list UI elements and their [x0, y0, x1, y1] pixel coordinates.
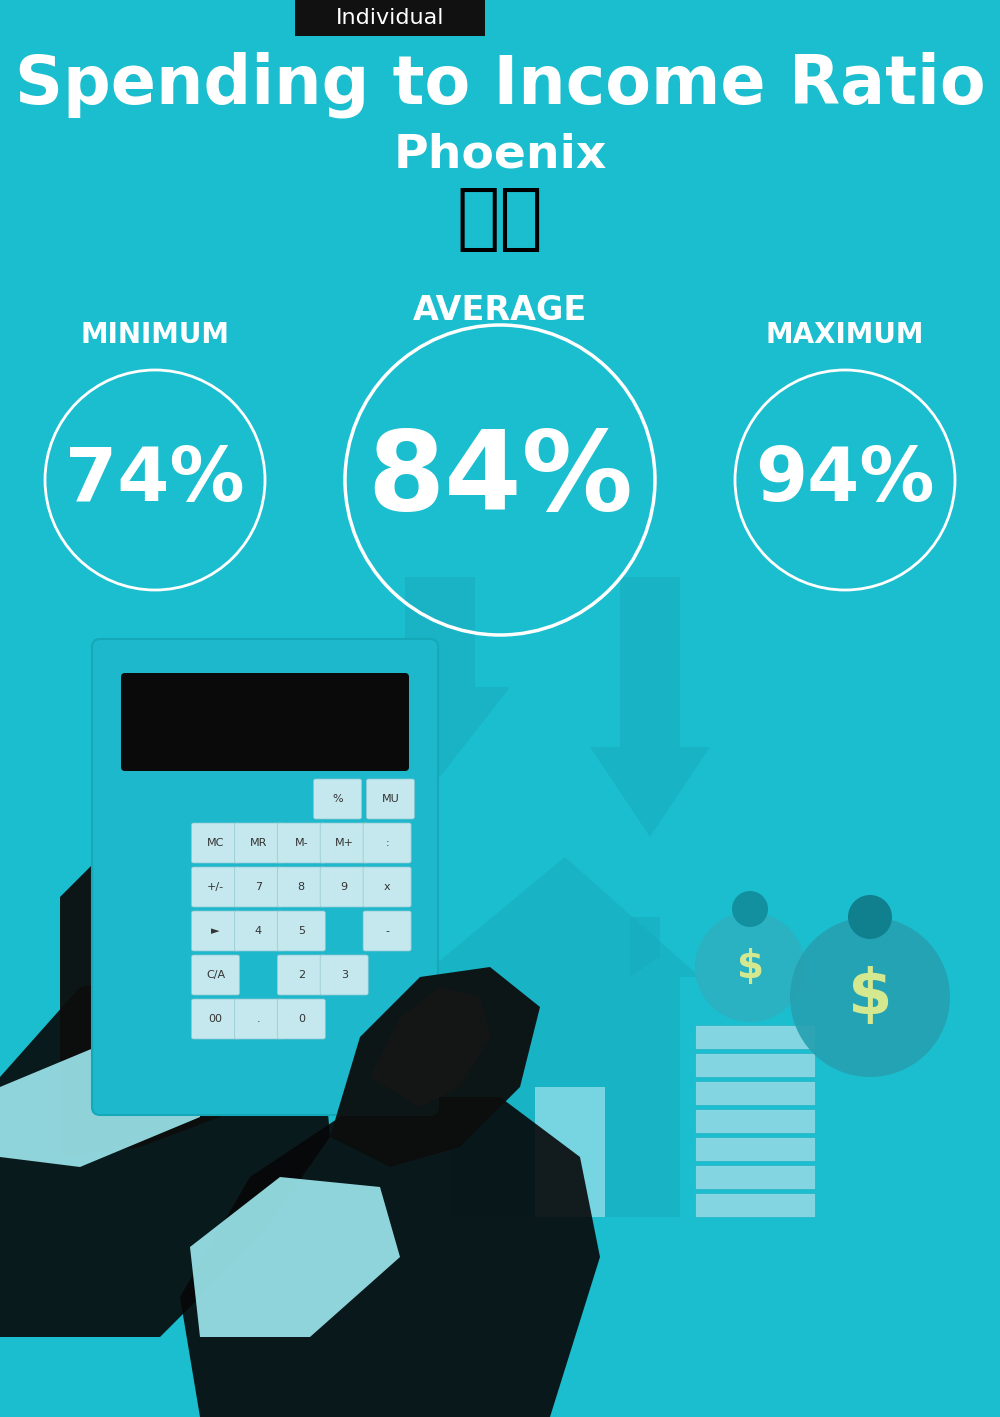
Polygon shape	[330, 966, 540, 1168]
Polygon shape	[190, 1178, 400, 1338]
Text: .: .	[257, 1015, 260, 1024]
Text: x: x	[384, 881, 390, 891]
Text: 3: 3	[341, 971, 348, 981]
Text: 8: 8	[298, 881, 305, 891]
Circle shape	[848, 896, 892, 939]
Polygon shape	[255, 657, 335, 796]
Text: AVERAGE: AVERAGE	[413, 293, 587, 326]
FancyBboxPatch shape	[92, 639, 438, 1115]
FancyBboxPatch shape	[295, 0, 485, 35]
Polygon shape	[0, 966, 330, 1338]
FancyBboxPatch shape	[192, 823, 240, 863]
Polygon shape	[0, 1037, 200, 1168]
FancyBboxPatch shape	[695, 1165, 815, 1189]
FancyBboxPatch shape	[363, 911, 411, 951]
FancyBboxPatch shape	[363, 823, 411, 863]
FancyBboxPatch shape	[277, 999, 325, 1039]
Text: $: $	[736, 948, 764, 986]
FancyBboxPatch shape	[695, 1053, 815, 1077]
Text: 5: 5	[298, 925, 305, 937]
FancyBboxPatch shape	[363, 867, 411, 907]
Text: MAXIMUM: MAXIMUM	[766, 322, 924, 349]
Polygon shape	[450, 976, 680, 1217]
FancyBboxPatch shape	[192, 867, 240, 907]
Polygon shape	[630, 917, 660, 976]
Text: 2: 2	[298, 971, 305, 981]
FancyBboxPatch shape	[234, 911, 282, 951]
Text: Phoenix: Phoenix	[393, 133, 607, 177]
Text: MINIMUM: MINIMUM	[80, 322, 230, 349]
Text: $: $	[848, 966, 892, 1027]
Text: 🇺🇸: 🇺🇸	[457, 186, 543, 255]
FancyBboxPatch shape	[192, 911, 240, 951]
FancyBboxPatch shape	[192, 999, 240, 1039]
Text: M-: M-	[294, 837, 308, 847]
FancyBboxPatch shape	[314, 779, 362, 819]
Polygon shape	[535, 1087, 605, 1217]
FancyBboxPatch shape	[277, 911, 325, 951]
Text: MC: MC	[207, 837, 224, 847]
Text: 7: 7	[255, 881, 262, 891]
Polygon shape	[370, 577, 510, 777]
Polygon shape	[590, 577, 710, 837]
Text: 94%: 94%	[755, 444, 935, 517]
Text: 74%: 74%	[65, 444, 245, 517]
FancyBboxPatch shape	[277, 955, 325, 995]
FancyBboxPatch shape	[695, 1110, 815, 1134]
Text: +/-: +/-	[207, 881, 224, 891]
Text: MR: MR	[250, 837, 267, 847]
Circle shape	[732, 891, 768, 927]
Text: Individual: Individual	[336, 9, 444, 28]
Text: -: -	[385, 925, 389, 937]
FancyBboxPatch shape	[695, 1193, 815, 1217]
Text: 4: 4	[255, 925, 262, 937]
Text: ►: ►	[211, 925, 220, 937]
Circle shape	[695, 913, 805, 1022]
FancyBboxPatch shape	[234, 823, 282, 863]
FancyBboxPatch shape	[366, 779, 414, 819]
FancyBboxPatch shape	[234, 867, 282, 907]
FancyBboxPatch shape	[320, 955, 368, 995]
FancyBboxPatch shape	[277, 867, 325, 907]
FancyBboxPatch shape	[695, 1024, 815, 1049]
Text: Spending to Income Ratio: Spending to Income Ratio	[15, 52, 985, 118]
Text: M+: M+	[335, 837, 354, 847]
Circle shape	[790, 917, 950, 1077]
Polygon shape	[180, 1097, 600, 1417]
Text: 84%: 84%	[367, 427, 633, 533]
Text: 0: 0	[298, 1015, 305, 1024]
FancyBboxPatch shape	[320, 823, 368, 863]
Text: MU: MU	[382, 794, 399, 803]
Text: %: %	[332, 794, 343, 803]
Text: C/A: C/A	[206, 971, 225, 981]
Polygon shape	[60, 818, 330, 1158]
FancyBboxPatch shape	[277, 823, 325, 863]
FancyBboxPatch shape	[192, 955, 240, 995]
Polygon shape	[370, 988, 490, 1107]
Text: 00: 00	[208, 1015, 222, 1024]
Text: :: :	[385, 837, 389, 847]
FancyBboxPatch shape	[695, 1136, 815, 1161]
Text: 9: 9	[341, 881, 348, 891]
FancyBboxPatch shape	[320, 867, 368, 907]
FancyBboxPatch shape	[121, 673, 409, 771]
FancyBboxPatch shape	[234, 999, 282, 1039]
Polygon shape	[420, 857, 700, 976]
FancyBboxPatch shape	[695, 1081, 815, 1105]
